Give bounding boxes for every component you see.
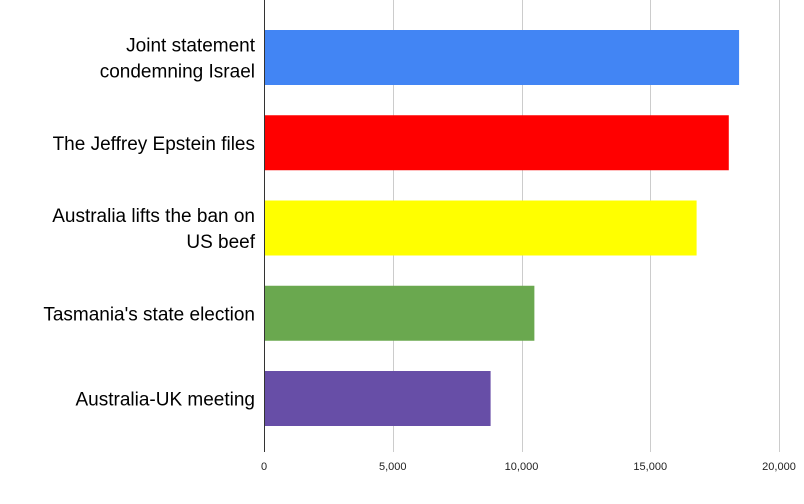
x-tick-label: 10,000 (505, 461, 539, 473)
category-label-line: Joint statement (126, 36, 256, 57)
category-label: Australia-UK meeting (75, 390, 255, 411)
category-label: The Jeffrey Epstein files (53, 134, 255, 155)
bar (264, 115, 729, 171)
x-tick-label: 20,000 (762, 461, 796, 473)
x-tick-label: 15,000 (633, 461, 667, 473)
category-label-line: Tasmania's state election (43, 304, 255, 325)
category-label-line: Australia lifts the ban on (52, 206, 255, 227)
x-tick-label: 0 (261, 461, 267, 473)
category-label-line: Australia-UK meeting (75, 390, 255, 411)
bar (264, 371, 491, 426)
bar (264, 30, 740, 85)
category-label-line: condemning Israel (100, 62, 255, 83)
x-tick-label: 5,000 (379, 461, 407, 473)
category-label: Australia lifts the ban on US beef (52, 206, 256, 253)
tick-labels: 0 5,000 10,000 15,000 20,000 (261, 461, 796, 473)
category-labels: Joint statement condemning Israel The Jeff… (43, 36, 255, 411)
category-label-line: US beef (186, 232, 255, 253)
category-label: Tasmania's state election (43, 304, 255, 325)
category-label-line: The Jeffrey Epstein files (53, 134, 255, 155)
bar (264, 285, 535, 341)
bar (264, 200, 697, 256)
category-label: Joint statement condemning Israel (100, 36, 256, 83)
bars (264, 30, 740, 426)
